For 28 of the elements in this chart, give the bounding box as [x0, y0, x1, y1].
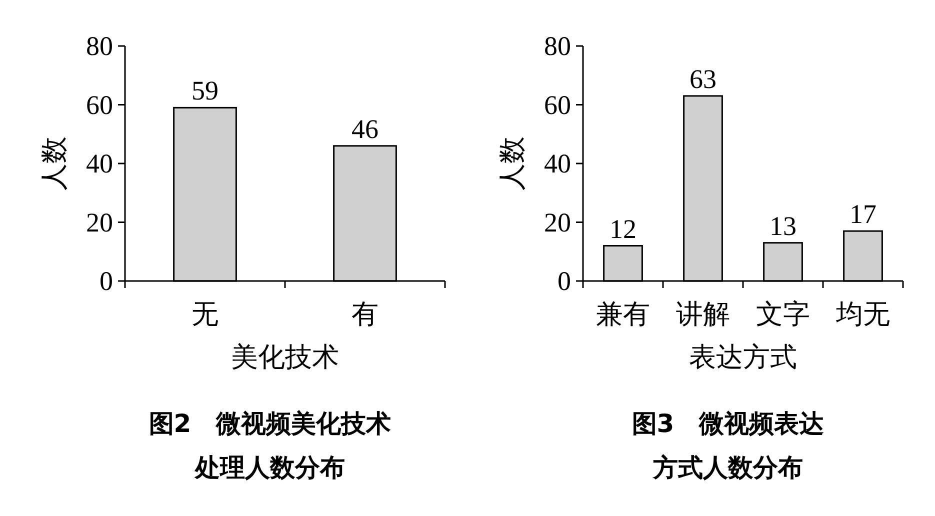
data-label: 17 — [850, 199, 876, 230]
x-axis-title: 表达方式 — [689, 342, 797, 373]
text: 图3 微视频表达方式人数分布 — [630, 408, 826, 484]
y-tick-label: 60 — [544, 90, 571, 120]
x-axis-title: 美化技术 — [231, 342, 339, 373]
y-tick-label: 60 — [86, 90, 113, 120]
y-axis-title: 人数 — [497, 136, 528, 190]
data-label: 59 — [192, 76, 218, 106]
y-tick-label: 20 — [544, 207, 571, 238]
y-tick-label: 40 — [86, 148, 113, 178]
y-axis-title: 人数 — [39, 136, 70, 190]
data-label: 13 — [770, 210, 796, 241]
y-tick-label: 80 — [544, 31, 571, 61]
y-tick-label: 20 — [86, 207, 113, 238]
x-tick-label: 均无 — [835, 299, 890, 330]
x-tick-label: 有 — [352, 299, 378, 330]
y-tick-label: 80 — [86, 31, 113, 61]
data-label: 63 — [690, 64, 716, 94]
x-tick-label: 讲解 — [676, 299, 730, 330]
text: 图2 微视频美化技术处理人数分布 — [148, 408, 392, 484]
x-tick-label: 无 — [192, 299, 218, 330]
data-label: 12 — [610, 214, 636, 244]
data-label: 46 — [352, 114, 378, 144]
x-tick-label: 兼有 — [596, 299, 650, 330]
x-tick-label: 文字 — [756, 299, 810, 330]
y-tick-label: 40 — [544, 148, 571, 178]
y-tick-label: 0 — [558, 266, 571, 296]
y-tick-label: 0 — [100, 266, 113, 296]
